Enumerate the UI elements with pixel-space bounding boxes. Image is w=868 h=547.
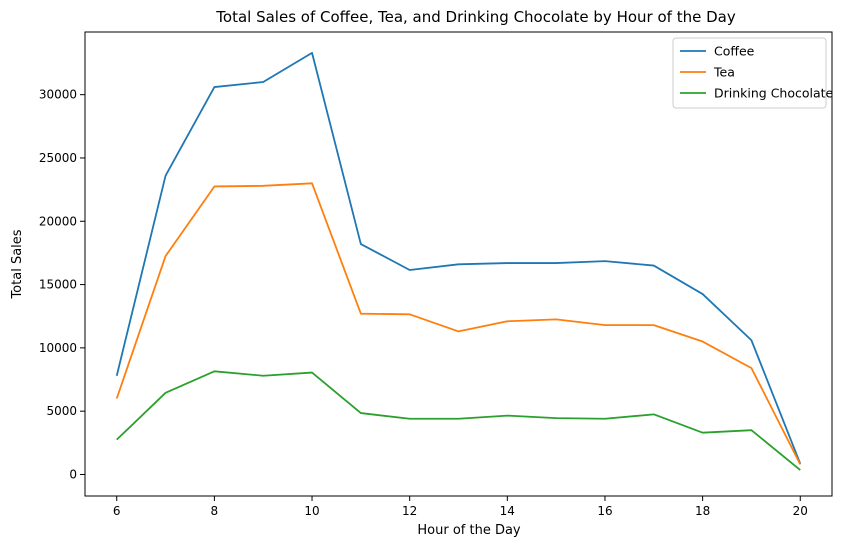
x-tick-label: 12 [402,504,417,518]
series-line-coffee [115,51,802,465]
x-tick-label: 8 [211,504,219,518]
series-lines [115,51,802,471]
plot-area [84,31,833,497]
x-tick-label: 20 [793,504,808,518]
y-tick-label: 5000 [46,404,77,418]
y-axis: 0 5000 10000 15000 20000 25000 30000 [39,88,85,481]
series-line-tea [115,182,802,465]
legend-label-coffee: Coffee [714,44,755,59]
x-tick-label: 16 [597,504,612,518]
y-axis-label: Total Sales [10,229,25,299]
x-axis: 6 8 10 12 14 16 18 20 [113,496,808,518]
y-tick-label: 10000 [39,341,77,355]
legend: Coffee Tea Drinking Chocolate [672,37,834,109]
series-line-drinking-chocolate [116,370,801,471]
x-tick-label: 18 [695,504,710,518]
x-tick-label: 10 [304,504,319,518]
plot-frame [84,31,833,497]
y-tick-label: 0 [69,467,77,481]
x-tick-label: 6 [113,504,121,518]
y-tick-label: 20000 [39,214,77,228]
y-tick-label: 25000 [39,151,77,165]
x-tick-label: 14 [500,504,515,518]
y-tick-label: 30000 [39,88,77,102]
chart-title: Total Sales of Coffee, Tea, and Drinking… [215,8,736,26]
legend-box [672,37,827,109]
legend-label-drinking-chocolate: Drinking Chocolate [714,86,834,101]
y-tick-label: 15000 [39,278,77,292]
x-axis-label: Hour of the Day [417,523,521,538]
legend-label-tea: Tea [713,65,735,80]
